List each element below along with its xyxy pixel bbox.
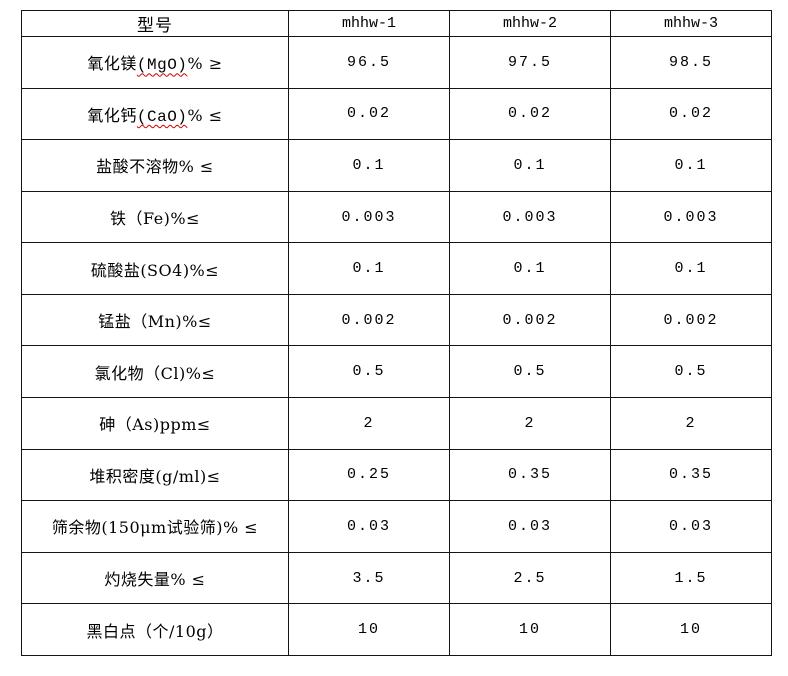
value-cell: 3.5 xyxy=(288,551,450,605)
column-header-grade: mhhw-1 xyxy=(288,10,450,37)
label-text: % ≥ xyxy=(187,54,223,74)
value-cell: 0.002 xyxy=(610,293,772,347)
column-header-grade: mhhw-2 xyxy=(449,10,611,37)
value-cell: 2 xyxy=(449,397,611,450)
value-cell: 10 xyxy=(288,603,450,656)
value-cell: 0.5 xyxy=(288,345,450,399)
column-header-model: 型号 xyxy=(21,10,289,37)
value-cell: 0.003 xyxy=(449,190,611,244)
label-text: 灼烧失量% ≤ xyxy=(104,570,206,590)
value-cell: 10 xyxy=(610,603,772,656)
property-label: 氯化物（Cl)%≤ xyxy=(21,345,289,399)
table-row: 砷（As)ppm≤ 2 2 2 xyxy=(21,397,772,450)
value-cell: 0.03 xyxy=(288,500,450,553)
property-label: 氧化镁(MgO)% ≥ xyxy=(21,36,289,89)
property-label: 砷（As)ppm≤ xyxy=(21,397,289,450)
value-cell: 0.03 xyxy=(610,500,772,553)
label-text: 氯化物（Cl)%≤ xyxy=(94,363,216,383)
table-row: 黑白点（个/10g） 10 10 10 xyxy=(21,603,772,656)
table-row: 灼烧失量% ≤ 3.5 2.5 1.5 xyxy=(21,551,772,605)
value-cell: 2.5 xyxy=(449,551,611,605)
value-cell: 0.1 xyxy=(610,139,772,192)
value-cell: 2 xyxy=(610,397,772,450)
value-cell: 0.03 xyxy=(449,500,611,553)
table-row: 盐酸不溶物% ≤0.1 0.1 0.1 xyxy=(21,139,772,192)
value-cell: 0.002 xyxy=(288,293,450,347)
table-row: 铁（Fe)%≤ 0.003 0.003 0.003 xyxy=(21,190,772,244)
table-row: 氯化物（Cl)%≤ 0.5 0.5 0.5 xyxy=(21,345,772,399)
property-label: 筛余物(150μm试验筛)% ≤ xyxy=(21,500,289,553)
property-label: 铁（Fe)%≤ xyxy=(21,190,289,244)
value-cell: 96.5 xyxy=(288,36,450,89)
table-row: 硫酸盐(SO4)%≤ 0.1 0.1 0.1 xyxy=(21,242,772,295)
value-cell: 0.25 xyxy=(288,448,450,502)
label-text: % ≤ xyxy=(187,105,223,125)
property-label: 盐酸不溶物% ≤ xyxy=(21,139,289,192)
value-cell: 0.5 xyxy=(610,345,772,399)
property-label: 黑白点（个/10g） xyxy=(21,603,289,656)
column-header-grade: mhhw-3 xyxy=(610,10,772,37)
value-cell: 0.35 xyxy=(449,448,611,502)
property-label: 硫酸盐(SO4)%≤ xyxy=(21,242,289,295)
label-text: 铁（Fe)%≤ xyxy=(109,209,201,229)
header-row: 型号 mhhw-1 mhhw-2 mhhw-3 xyxy=(21,10,772,37)
label-text: 氧化镁 xyxy=(87,54,137,74)
value-cell: 1.5 xyxy=(610,551,772,605)
value-cell: 0.1 xyxy=(288,139,450,192)
property-label: 灼烧失量% ≤ xyxy=(21,551,289,605)
table-row: 氧化钙(CaO)% ≤0.02 0.02 0.02 xyxy=(21,87,772,141)
table-row: 锰盐（Mn)%≤ 0.002 0.002 0.002 xyxy=(21,293,772,347)
property-label: 锰盐（Mn)%≤ xyxy=(21,293,289,347)
value-cell: 0.02 xyxy=(610,87,772,141)
spec-table-body: 氧化镁(MgO)% ≥96.5 97.5 98.5 氧化钙(CaO)% ≤0.02 0.… xyxy=(21,36,772,656)
value-cell: 97.5 xyxy=(449,36,611,89)
property-label: 堆积密度(g/ml)≤ xyxy=(21,448,289,502)
value-cell: 0.002 xyxy=(449,293,611,347)
label-text: 氧化钙 xyxy=(87,105,137,125)
table-row: 筛余物(150μm试验筛)% ≤0.03 0.03 0.03 xyxy=(21,500,772,553)
label-text: 硫酸盐(SO4)%≤ xyxy=(90,260,220,280)
value-cell: 0.5 xyxy=(449,345,611,399)
product-spec-table: 型号 mhhw-1 mhhw-2 mhhw-3 氧化镁(MgO)% ≥96.5 97.5… xyxy=(21,10,772,656)
label-text: 砷（As)ppm≤ xyxy=(99,415,211,435)
value-cell: 98.5 xyxy=(610,36,772,89)
misspelled-term: (MgO) xyxy=(136,56,188,75)
value-cell: 0.1 xyxy=(449,242,611,295)
label-text: 筛余物(150μm试验筛)% ≤ xyxy=(51,518,259,538)
value-cell: 0.1 xyxy=(449,139,611,192)
table-row: 堆积密度(g/ml)≤ 0.25 0.35 0.35 xyxy=(21,448,772,502)
value-cell: 0.02 xyxy=(288,87,450,141)
label-text: 盐酸不溶物% ≤ xyxy=(96,157,214,177)
table-row: 氧化镁(MgO)% ≥96.5 97.5 98.5 xyxy=(21,36,772,89)
value-cell: 0.1 xyxy=(288,242,450,295)
value-cell: 10 xyxy=(449,603,611,656)
value-cell: 0.003 xyxy=(610,190,772,244)
label-text: 黑白点（个/10g） xyxy=(86,621,224,641)
value-cell: 2 xyxy=(288,397,450,450)
value-cell: 0.35 xyxy=(610,448,772,502)
label-text: 锰盐（Mn)%≤ xyxy=(98,312,212,332)
value-cell: 0.1 xyxy=(610,242,772,295)
misspelled-term: (CaO) xyxy=(136,107,188,126)
property-label: 氧化钙(CaO)% ≤ xyxy=(21,87,289,141)
value-cell: 0.02 xyxy=(449,87,611,141)
product-spec-table-container: 型号 mhhw-1 mhhw-2 mhhw-3 氧化镁(MgO)% ≥96.5 97.5… xyxy=(21,10,772,656)
value-cell: 0.003 xyxy=(288,190,450,244)
label-text: 堆积密度(g/ml)≤ xyxy=(89,466,221,486)
